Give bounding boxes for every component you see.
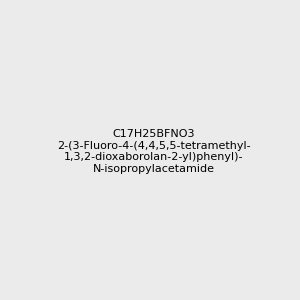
Text: C17H25BFNO3
2-(3-Fluoro-4-(4,4,5,5-tetramethyl-
1,3,2-dioxaborolan-2-yl)phenyl)-: C17H25BFNO3 2-(3-Fluoro-4-(4,4,5,5-tetra… [57,129,250,174]
